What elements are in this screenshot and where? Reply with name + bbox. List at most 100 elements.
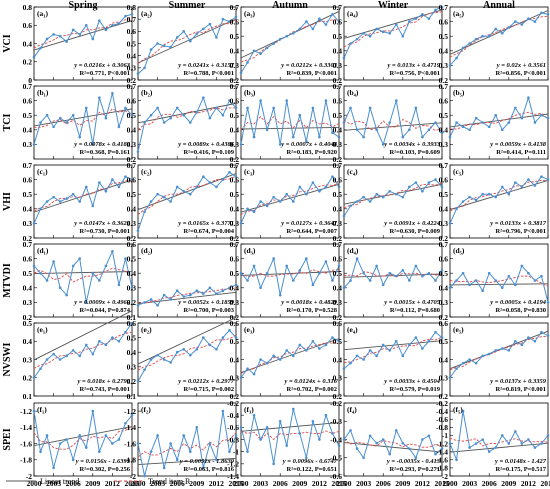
- panel-label: (c₂): [141, 167, 152, 176]
- panel-frame: [240, 6, 340, 81]
- data-point: [149, 113, 153, 117]
- y-tick-label: -0.2: [227, 399, 239, 408]
- y-tick-label: -0.8: [227, 435, 239, 444]
- data-point: [285, 99, 289, 102]
- stats-label: R²=0.103, P=0.609: [389, 149, 440, 156]
- data-point: [455, 279, 458, 282]
- y-tick-label: 0.3: [23, 219, 33, 228]
- x-tick-label: 2000: [337, 479, 352, 488]
- data-point: [440, 336, 444, 339]
- data-point: [175, 458, 179, 462]
- data-point: [78, 354, 82, 358]
- data-point: [32, 409, 36, 413]
- y-tick-label: 0.2: [230, 313, 240, 322]
- series-line: [240, 408, 340, 464]
- data-point: [318, 271, 321, 275]
- y-tick-label: 0.5: [230, 269, 240, 278]
- y-tick-label: 0.5: [439, 337, 449, 346]
- y-tick-label: 0.7: [230, 3, 240, 12]
- data-point: [474, 37, 478, 41]
- data-point: [311, 283, 315, 287]
- y-tick-label: 0.4: [333, 205, 343, 214]
- data-point: [298, 113, 302, 117]
- data-point: [202, 175, 205, 178]
- data-point: [130, 178, 134, 181]
- data-point: [381, 283, 385, 287]
- series-line: [343, 331, 443, 370]
- data-point: [381, 438, 385, 441]
- data-point: [381, 343, 385, 347]
- y-tick-label: -1.8: [436, 464, 448, 473]
- data-point: [78, 434, 82, 437]
- data-point: [111, 92, 114, 95]
- series-line: [343, 100, 443, 146]
- stats-label: R²=0.700, P=0.003: [183, 307, 234, 314]
- series-line: [137, 284, 237, 307]
- y-tick-label: 0.7: [230, 82, 240, 91]
- data-point: [440, 5, 444, 9]
- panel-frame: [137, 164, 237, 239]
- panel-label: (c₅): [453, 167, 464, 176]
- data-point: [362, 358, 365, 361]
- data-point: [318, 438, 321, 441]
- equation-label: y = 0.0212x + 0.2977: [177, 378, 235, 385]
- panel-label: (d₄): [347, 246, 359, 255]
- data-point: [58, 286, 62, 290]
- y-tick-label: -1.4: [124, 423, 136, 432]
- data-point: [540, 113, 543, 117]
- y-tick-label: -1.6: [124, 439, 136, 448]
- data-point: [188, 353, 192, 357]
- data-point: [228, 99, 231, 102]
- trend-item-line: [240, 430, 340, 441]
- y-tick-label: -1: [442, 431, 448, 440]
- data-point: [124, 257, 127, 260]
- y-tick-label: 0: [28, 76, 32, 85]
- data-point: [156, 434, 159, 437]
- data-point: [130, 13, 134, 16]
- data-point: [202, 27, 205, 31]
- panel-frame: [240, 243, 340, 318]
- data-point: [136, 72, 140, 76]
- panel-label: (e₅): [453, 325, 464, 334]
- data-point: [91, 271, 95, 275]
- equation-label: y = -0.0035x - 0.413: [386, 458, 441, 465]
- data-point: [474, 279, 478, 282]
- panel-label: (f₄): [347, 405, 357, 414]
- y-tick-label: 0.1: [127, 313, 137, 322]
- series-line: [343, 6, 443, 59]
- data-point: [71, 28, 75, 32]
- y-tick-label: 0.3: [23, 140, 33, 149]
- data-point: [52, 260, 55, 263]
- linear-trend-line: [137, 317, 237, 365]
- series-line: [343, 257, 443, 289]
- data-point: [434, 121, 437, 124]
- data-point: [182, 347, 186, 351]
- data-point: [215, 185, 218, 189]
- data-point: [440, 131, 444, 135]
- equation-label: y = 0.0127x + 0.3647: [280, 220, 338, 227]
- equation-label: y = 0.0034x + 0.3933: [383, 141, 441, 148]
- panel-frame: [449, 6, 549, 81]
- data-point: [331, 175, 334, 178]
- y-tick-label: 0.2: [439, 392, 449, 401]
- y-tick-label: 0.4: [230, 355, 240, 364]
- data-point: [84, 343, 88, 347]
- data-point: [45, 279, 49, 282]
- data-point: [375, 192, 378, 196]
- y-tick-label: -1: [233, 447, 239, 456]
- panel: 0.2 0.3 0.4 0.5 0.6 0.7 (c₁) y = 0.0147x + 0.36…: [23, 161, 134, 243]
- data-point: [546, 334, 550, 338]
- y-tick-label: 0.5: [333, 337, 343, 346]
- data-point: [455, 121, 458, 124]
- data-point: [375, 354, 378, 358]
- data-point: [65, 438, 68, 441]
- data-point: [202, 466, 205, 470]
- data-point: [331, 336, 334, 339]
- data-point: [500, 434, 504, 437]
- y-tick-label: -0.4: [330, 435, 342, 444]
- data-point: [195, 347, 199, 351]
- panel-label: (f₃): [244, 405, 254, 414]
- data-point: [494, 195, 498, 199]
- y-tick-label: 0.3: [230, 61, 240, 70]
